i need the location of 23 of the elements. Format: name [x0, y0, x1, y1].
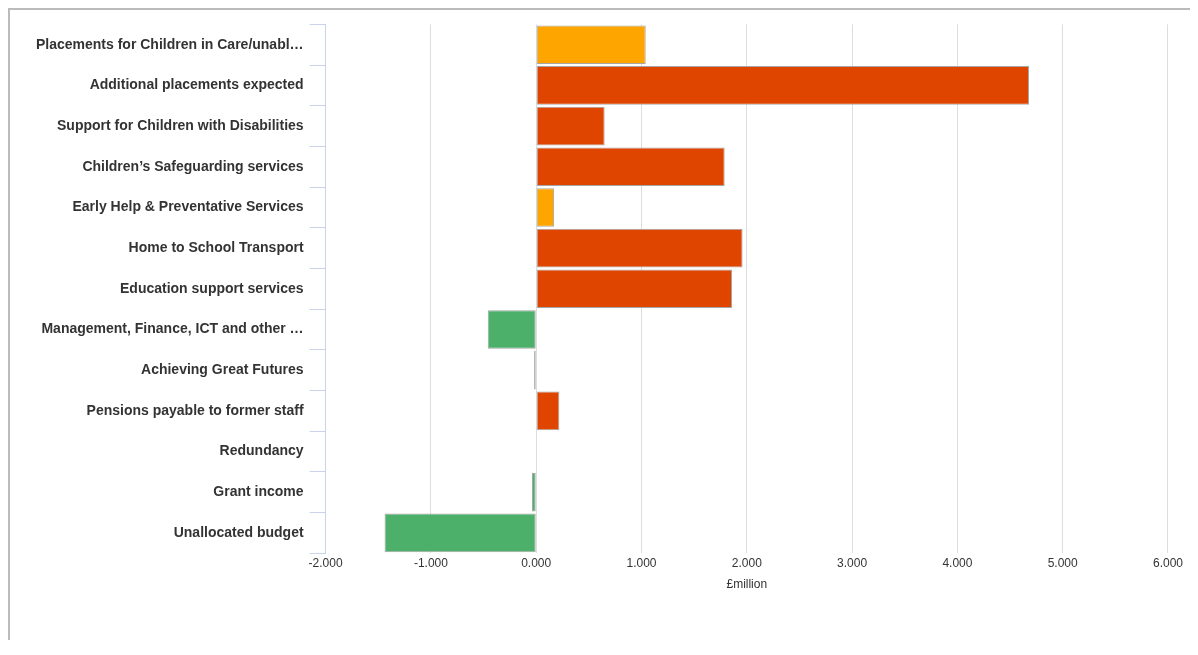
y-tick-label: Management, Finance, ICT and other …	[41, 320, 304, 337]
y-tick-label: Achieving Great Futures	[141, 361, 304, 378]
y-tick-label: Additional placements expected	[89, 76, 304, 93]
y-tick-label: Placements for Children in Care/unabl…	[35, 35, 304, 52]
y-tick-label: Redundancy	[219, 442, 304, 459]
y-tick-label: Home to School Transport	[128, 238, 304, 255]
x-tick-label: 4.000	[942, 555, 973, 570]
y-tick-label: Grant income	[213, 483, 304, 500]
x-axis-title: £million	[726, 577, 768, 592]
x-tick-label: 5.000	[1047, 555, 1079, 570]
y-tick-label: Early Help & Preventative Services	[72, 198, 304, 215]
x-tick-label: -1.000	[413, 555, 449, 570]
y-tick-label: Support for Children with Disabilities	[57, 116, 304, 133]
x-tick-label: -2.000	[308, 555, 343, 570]
x-tick-label: 6.000	[1152, 555, 1184, 570]
y-tick-label: Pensions payable to former staff	[86, 401, 304, 418]
y-tick-label: Children’s Safeguarding services	[82, 157, 304, 174]
x-tick-label: 2.000	[731, 555, 763, 570]
y-tick-label: Education support services	[120, 279, 304, 296]
x-tick-label: 3.000	[837, 555, 868, 570]
x-tick-label: 0.000	[521, 555, 552, 570]
y-tick-label: Unallocated budget	[173, 523, 304, 540]
x-tick-label: 1.000	[626, 555, 657, 570]
